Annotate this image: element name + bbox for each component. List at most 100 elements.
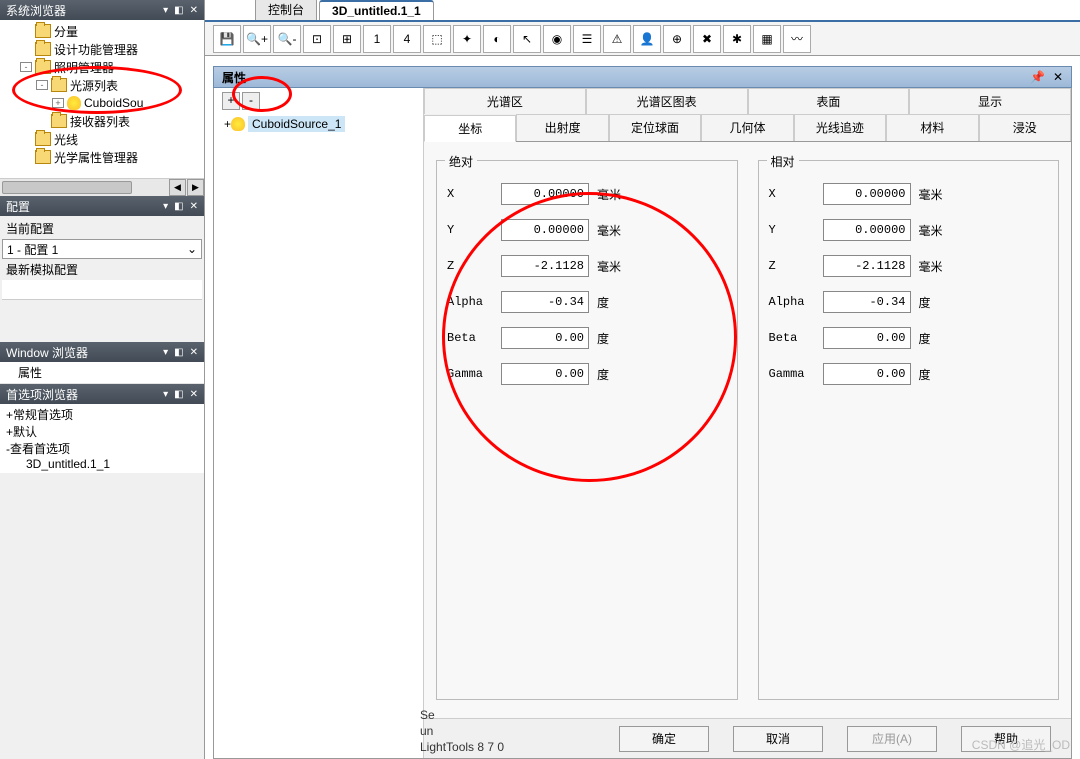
property-tab[interactable]: 光谱区图表 xyxy=(586,88,748,114)
coord-input-y[interactable] xyxy=(501,219,589,241)
current-config-label: 当前配置 xyxy=(2,218,202,239)
coord-input-alpha[interactable] xyxy=(823,291,911,313)
tree-item[interactable]: 分量 xyxy=(0,22,204,40)
property-tab[interactable]: 坐标 xyxy=(424,115,516,142)
zoom-out-button[interactable]: 🔍- xyxy=(273,25,301,53)
axes-button[interactable]: ✦ xyxy=(453,25,481,53)
coord-unit: 度 xyxy=(597,294,629,311)
close-icon[interactable]: ✕ xyxy=(190,389,198,400)
window-browser-item[interactable]: 属性 xyxy=(0,362,204,384)
n4-button[interactable]: 4 xyxy=(393,25,421,53)
pin-icon[interactable]: ▾ xyxy=(163,347,168,358)
pin-icon[interactable]: ▾ xyxy=(163,5,168,16)
tree-item[interactable]: 接收器列表 xyxy=(0,112,204,130)
tree-item[interactable]: 光学属性管理器 xyxy=(0,148,204,166)
property-tab[interactable]: 出射度 xyxy=(516,114,608,141)
pref-item[interactable]: +常规首选项 xyxy=(0,406,204,423)
coord-label: Alpha xyxy=(447,295,493,309)
property-tab[interactable]: 材料 xyxy=(886,114,978,141)
coord-input-beta[interactable] xyxy=(823,327,911,349)
close-icon[interactable]: ✕ xyxy=(190,201,198,212)
pin-icon[interactable]: ▾ xyxy=(163,389,168,400)
apply-button[interactable]: 应用(A) xyxy=(847,726,937,752)
scroll-right-icon[interactable]: ▶ xyxy=(187,179,204,196)
config-select[interactable]: 1 - 配置 1 ⌄ xyxy=(2,239,202,259)
property-tab[interactable]: 光谱区 xyxy=(424,88,586,114)
cube-button[interactable]: ⬚ xyxy=(423,25,451,53)
autohide-icon[interactable]: ◧ xyxy=(174,347,183,358)
sphere-button[interactable]: ◐ xyxy=(483,25,511,53)
n1-button[interactable]: 1 xyxy=(363,25,391,53)
bug-button[interactable]: ✖ xyxy=(693,25,721,53)
layer-button[interactable]: ▦ xyxy=(753,25,781,53)
expander-icon[interactable]: + xyxy=(224,117,231,131)
expander-icon[interactable]: + xyxy=(52,98,64,108)
cancel-button[interactable]: 取消 xyxy=(733,726,823,752)
coord-input-alpha[interactable] xyxy=(501,291,589,313)
coord-unit: 毫米 xyxy=(597,258,629,275)
tab-3d[interactable]: 3D_untitled.1_1 xyxy=(319,0,434,20)
tree-item-source[interactable]: + CuboidSource_1 xyxy=(218,114,419,134)
property-tab[interactable]: 浸没 xyxy=(979,114,1071,141)
relative-fieldset: 相对 X毫米Y毫米Z毫米Alpha度Beta度Gamma度 xyxy=(758,160,1060,700)
coord-input-gamma[interactable] xyxy=(501,363,589,385)
property-tab[interactable]: 定位球面 xyxy=(609,114,701,141)
bug2-button[interactable]: ✱ xyxy=(723,25,751,53)
scroll-left-icon[interactable]: ◀ xyxy=(169,179,186,196)
coord-input-beta[interactable] xyxy=(501,327,589,349)
property-tab[interactable]: 几何体 xyxy=(701,114,793,141)
tree-item-label: CuboidSou xyxy=(84,96,143,110)
pref-item[interactable]: 3D_untitled.1_1 xyxy=(0,457,204,471)
expander-icon[interactable]: - xyxy=(36,80,48,90)
expander-icon[interactable]: - xyxy=(20,62,32,72)
close-icon[interactable]: ✕ xyxy=(190,5,198,16)
tree-item[interactable]: -光源列表 xyxy=(0,76,204,94)
close-icon[interactable]: ✕ xyxy=(1053,70,1063,84)
tree-hscroll[interactable]: ◀ ▶ xyxy=(0,178,204,196)
zoom-in-button[interactable]: 🔍+ xyxy=(243,25,271,53)
coord-input-x[interactable] xyxy=(501,183,589,205)
property-tab[interactable]: 光线追迹 xyxy=(794,114,886,141)
folder-icon xyxy=(35,132,51,146)
tree-item[interactable]: + CuboidSou xyxy=(0,94,204,112)
autohide-icon[interactable]: ◧ xyxy=(174,389,183,400)
warn-button[interactable]: ⚠ xyxy=(603,25,631,53)
collapse-button[interactable]: - xyxy=(242,92,260,110)
property-tab[interactable]: 表面 xyxy=(748,88,910,114)
tree-item[interactable]: 设计功能管理器 xyxy=(0,40,204,58)
pref-item[interactable]: +默认 xyxy=(0,423,204,440)
zoom-fit-button[interactable]: ⊡ xyxy=(303,25,331,53)
tab-console[interactable]: 控制台 xyxy=(255,0,317,20)
pin-icon[interactable]: 📌 xyxy=(1030,70,1045,84)
expander-icon[interactable]: + xyxy=(6,408,13,422)
coord-input-y[interactable] xyxy=(823,219,911,241)
coord-input-gamma[interactable] xyxy=(823,363,911,385)
coord-input-z[interactable] xyxy=(501,255,589,277)
target-button[interactable]: ⊕ xyxy=(663,25,691,53)
tree-item[interactable]: 光线 xyxy=(0,130,204,148)
save-button[interactable]: 💾 xyxy=(213,25,241,53)
list-button[interactable]: ☰ xyxy=(573,25,601,53)
lens-button[interactable]: ◉ xyxy=(543,25,571,53)
tree-item[interactable]: -照明管理器 xyxy=(0,58,204,76)
property-tab[interactable]: 显示 xyxy=(909,88,1071,114)
wave-button[interactable]: 〰 xyxy=(783,25,811,53)
coord-input-x[interactable] xyxy=(823,183,911,205)
zoom-all-button[interactable]: ⊞ xyxy=(333,25,361,53)
expand-button[interactable]: + xyxy=(222,92,240,110)
pin-icon[interactable]: ▾ xyxy=(163,201,168,212)
coord-label: X xyxy=(769,187,815,201)
autohide-icon[interactable]: ◧ xyxy=(174,201,183,212)
pref-item-label: 3D_untitled.1_1 xyxy=(26,457,110,471)
last-sim-value xyxy=(2,280,202,300)
person-button[interactable]: 👤 xyxy=(633,25,661,53)
autohide-icon[interactable]: ◧ xyxy=(174,5,183,16)
pref-item[interactable]: -查看首选项 xyxy=(0,440,204,457)
expander-icon[interactable]: + xyxy=(6,425,13,439)
scroll-thumb[interactable] xyxy=(2,181,132,194)
close-icon[interactable]: ✕ xyxy=(190,347,198,358)
coord-row: Y毫米 xyxy=(447,219,727,241)
arrow-button[interactable]: ↖ xyxy=(513,25,541,53)
ok-button[interactable]: 确定 xyxy=(619,726,709,752)
coord-input-z[interactable] xyxy=(823,255,911,277)
